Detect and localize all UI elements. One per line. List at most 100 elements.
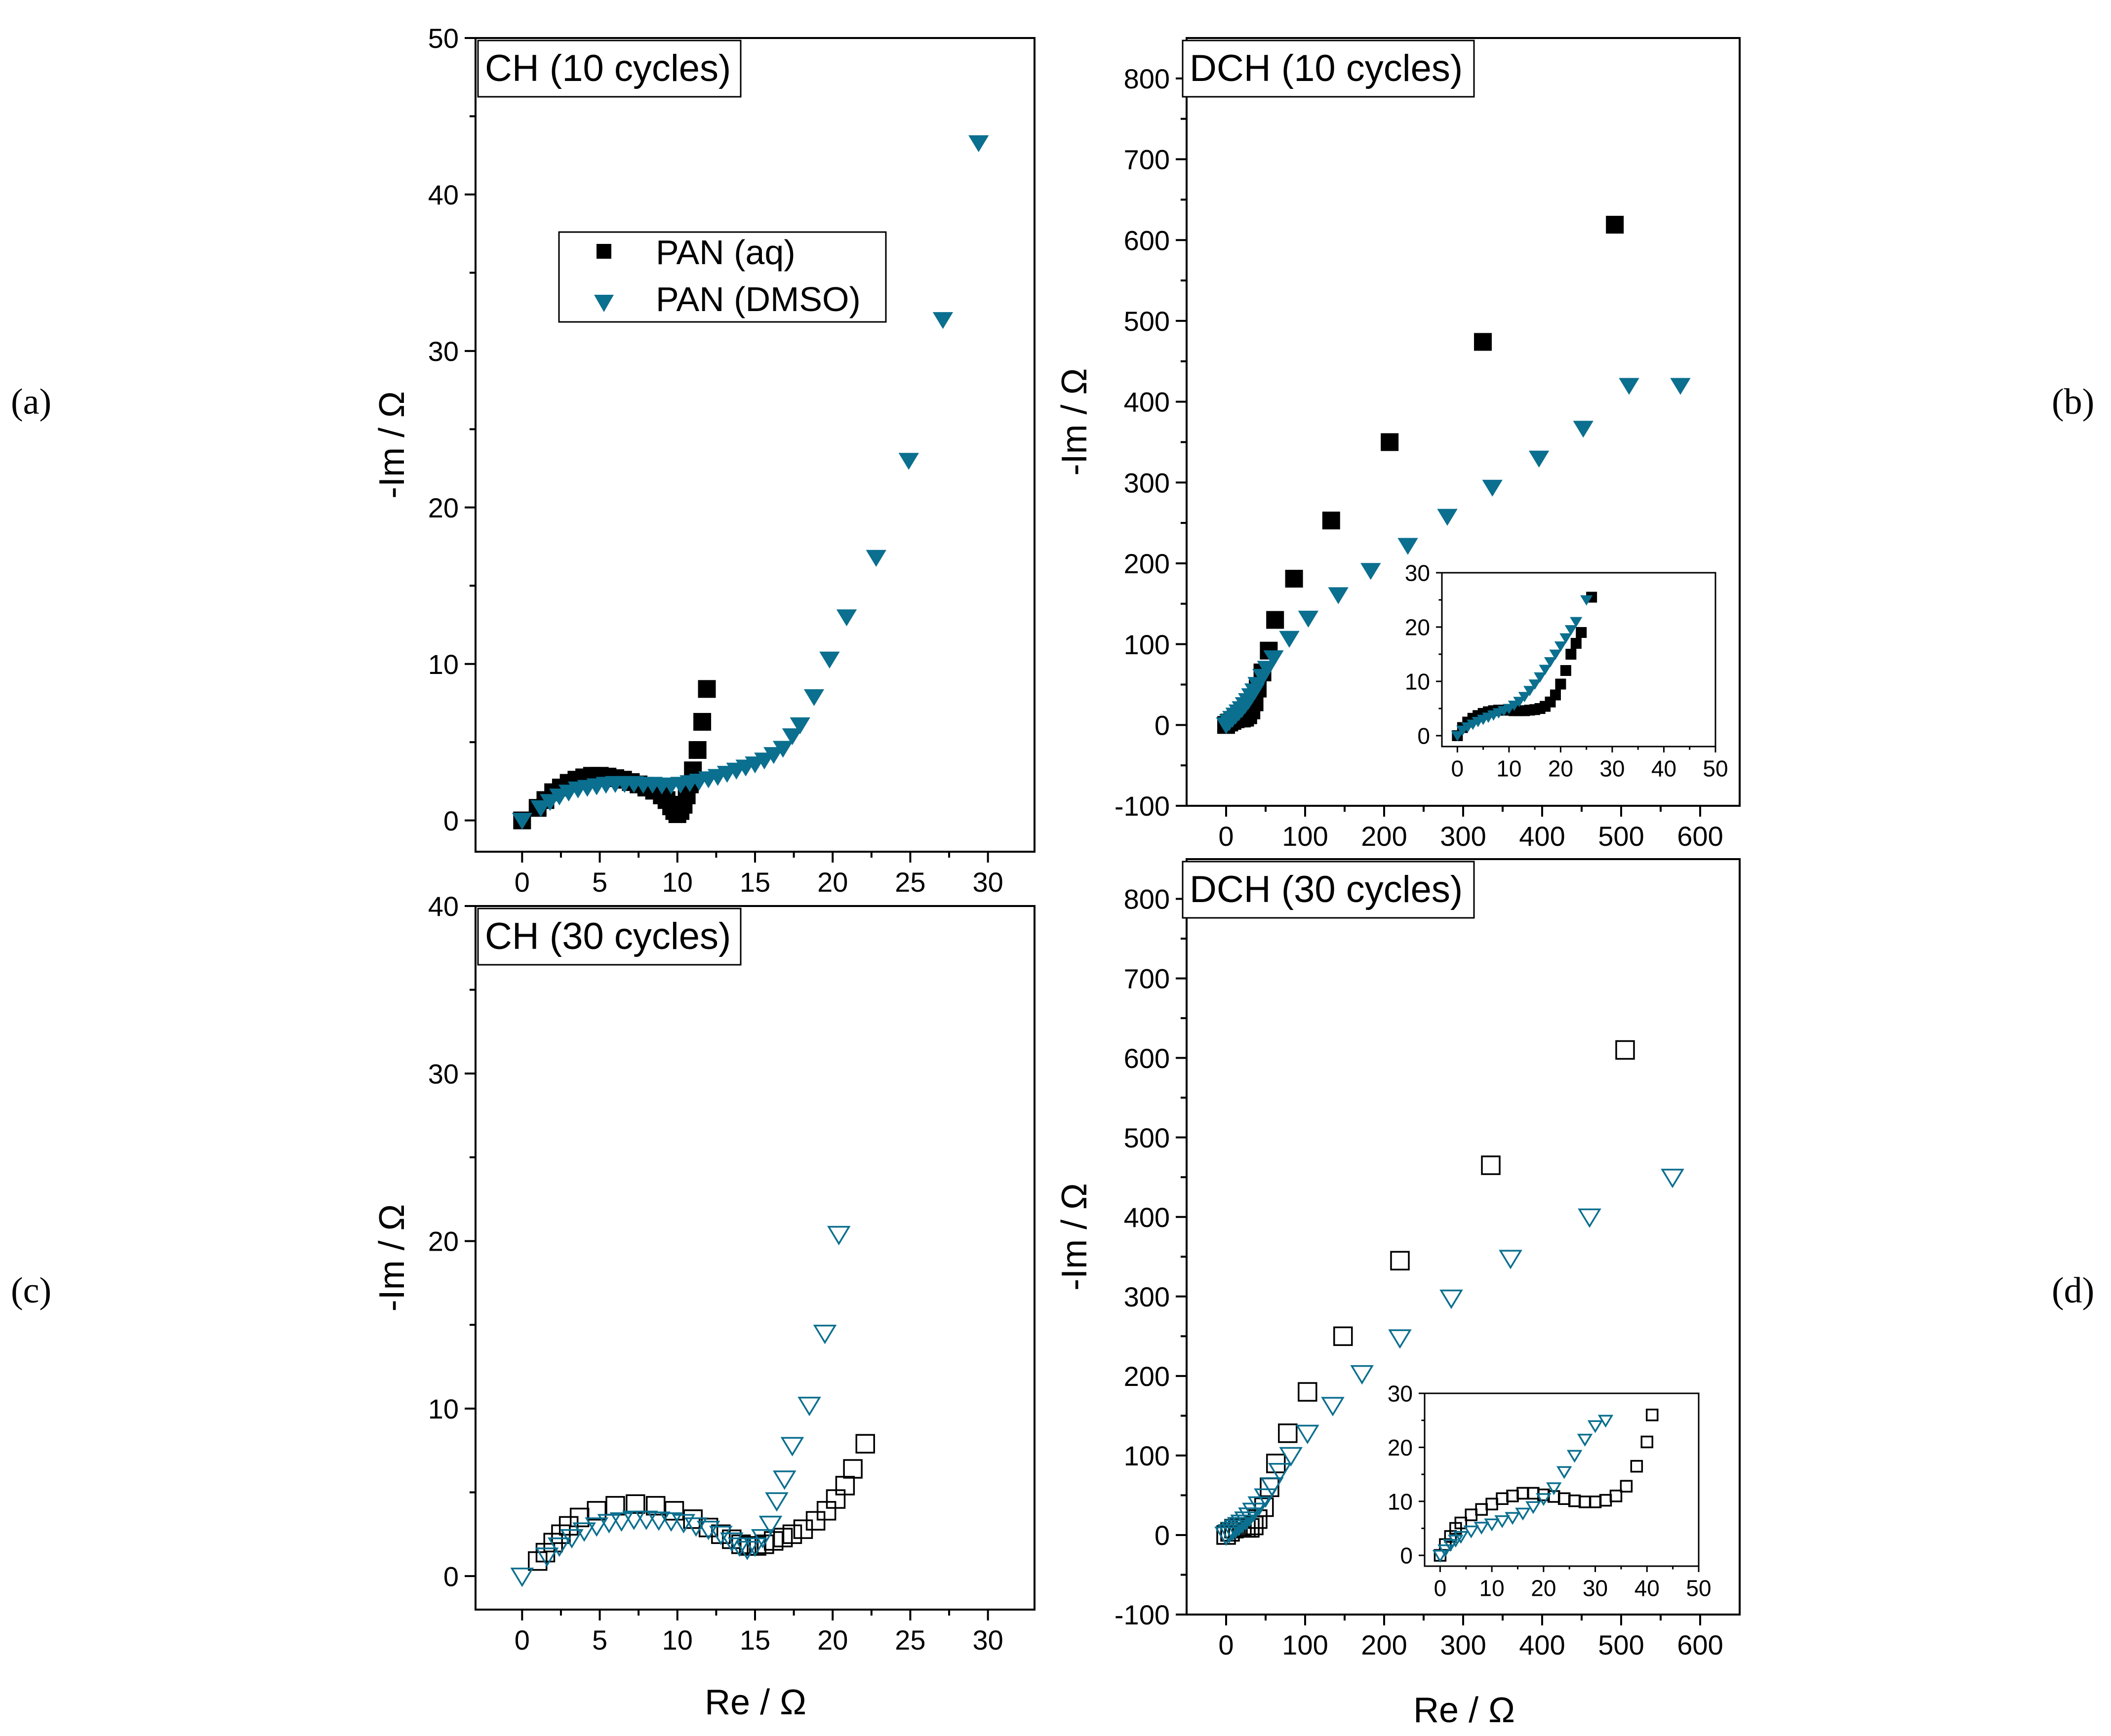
data-point	[1388, 1329, 1412, 1349]
panel-label-c: (c)	[11, 1270, 51, 1311]
data-point	[585, 1517, 609, 1537]
data-point	[797, 1396, 821, 1417]
inset-data-point	[1577, 1433, 1593, 1447]
data-point	[1254, 1488, 1277, 1508]
y-axis-label: -Im / Ω	[1055, 368, 1094, 476]
data-point	[1573, 421, 1593, 438]
y-axis-label: -Im / Ω	[1055, 1183, 1094, 1291]
data-point	[1298, 1382, 1317, 1402]
inset-b: 0 10 20 30 40 50 0 10 20 30	[1405, 560, 1728, 782]
inset-data-point	[1609, 1490, 1623, 1502]
inset-x-tick-label: 50	[1703, 755, 1728, 781]
y-tick-label: 500	[1124, 1122, 1170, 1153]
data-point	[1279, 1447, 1303, 1467]
inset-x-tick-label: 40	[1651, 755, 1676, 781]
y-tick-label: 200	[1124, 1361, 1170, 1392]
series-dmso	[1216, 378, 1691, 735]
data-point	[1481, 1155, 1501, 1175]
y-tick-label: 200	[1124, 548, 1170, 579]
inset-plot-frame	[1424, 1392, 1700, 1567]
inset-series-dmso	[1451, 595, 1593, 742]
data-point	[1321, 1397, 1345, 1417]
data-point	[560, 1529, 584, 1549]
inset-data-point	[1474, 1522, 1489, 1535]
x-tick-label: 5	[592, 1624, 607, 1656]
x-tick-label: 0	[1218, 1629, 1234, 1660]
data-point	[932, 312, 954, 329]
data-point	[547, 1537, 571, 1557]
y-tick-label: 0	[443, 805, 459, 836]
x-tick-label: 300	[1440, 821, 1486, 852]
data-point	[765, 1492, 789, 1512]
inset-data-point	[1620, 1480, 1633, 1493]
y-tick-label: -100	[1115, 1599, 1170, 1630]
inset-data-point	[1546, 1482, 1562, 1496]
data-point	[605, 1496, 625, 1516]
inset-data-point	[1494, 1515, 1510, 1528]
inset-data-point	[1566, 1450, 1583, 1463]
inset-data-point	[1550, 689, 1561, 701]
data-point	[609, 1512, 634, 1532]
inset-x-tick-label: 30	[1599, 755, 1625, 781]
data-point	[1214, 1526, 1238, 1546]
y-tick-label: 800	[1124, 63, 1170, 94]
x-tick-label: 600	[1677, 1629, 1723, 1660]
inset-y-tick-label: 30	[1405, 560, 1430, 586]
plot-frame	[475, 37, 1036, 853]
inset-data-point	[1536, 1493, 1552, 1506]
panel-title: DCH (10 cycles)	[1190, 47, 1463, 89]
data-point	[530, 800, 551, 818]
data-point	[688, 741, 707, 759]
inset-data-point	[1539, 665, 1552, 675]
panel-a: 0 5 10 15 20 25 30 0 10 20 30 40 50 CH (10 cycles) -Im…	[372, 23, 1036, 898]
inset-data-point	[1463, 1525, 1479, 1539]
inset-data-point	[1454, 1516, 1468, 1530]
y-tick-label: 400	[1124, 387, 1170, 418]
inset-data-point	[1448, 1535, 1464, 1548]
data-point	[659, 1512, 683, 1532]
panel-title: DCH (30 cycles)	[1190, 868, 1463, 910]
data-point	[1397, 538, 1418, 555]
inset-data-point	[1515, 1507, 1531, 1521]
y-tick-label: 300	[1124, 1281, 1170, 1312]
data-point	[626, 1494, 645, 1514]
x-tick-label: 400	[1519, 1629, 1565, 1660]
data-point	[1220, 1522, 1244, 1541]
data-point	[1333, 1326, 1353, 1346]
inset-data-point	[1513, 697, 1526, 708]
data-point	[827, 1225, 851, 1246]
inset-x-tick-label: 0	[1434, 1575, 1447, 1601]
data-point	[743, 1537, 767, 1557]
y-axis-label: -Im / Ω	[372, 391, 412, 499]
inset-data-point	[1646, 1409, 1659, 1421]
y-tick-label: 400	[1124, 1202, 1170, 1233]
x-axis-label: Re / Ω	[705, 1683, 806, 1722]
data-point	[1437, 509, 1458, 526]
x-tick-label: 0	[515, 867, 530, 898]
x-tick-label: 0	[515, 1624, 530, 1656]
panel-title-box	[1182, 861, 1475, 919]
data-point	[1230, 1514, 1254, 1534]
data-point	[1615, 1040, 1635, 1060]
inset-x-tick-label: 20	[1548, 755, 1573, 781]
panel-title-box	[1182, 39, 1475, 98]
inset-data-point	[1630, 1460, 1643, 1473]
plot-frame	[475, 905, 1036, 1611]
data-point	[572, 1522, 596, 1542]
series-dmso	[512, 135, 989, 830]
x-tick-label: 15	[740, 867, 770, 898]
inset-data-point	[1518, 692, 1531, 703]
x-axis-label: Re / Ω	[1413, 1691, 1515, 1730]
inset-data-point	[1432, 1549, 1448, 1563]
data-point	[1238, 1507, 1262, 1527]
data-point	[1474, 333, 1492, 351]
data-point	[1482, 479, 1503, 497]
data-point	[1278, 1423, 1298, 1443]
x-tick-label: 10	[662, 1624, 693, 1656]
data-point	[727, 1537, 752, 1557]
inset-data-point	[1560, 665, 1571, 676]
x-tick-label: 25	[895, 867, 925, 898]
inset-y-tick-label: 0	[1400, 1543, 1413, 1569]
data-point	[635, 1510, 658, 1530]
